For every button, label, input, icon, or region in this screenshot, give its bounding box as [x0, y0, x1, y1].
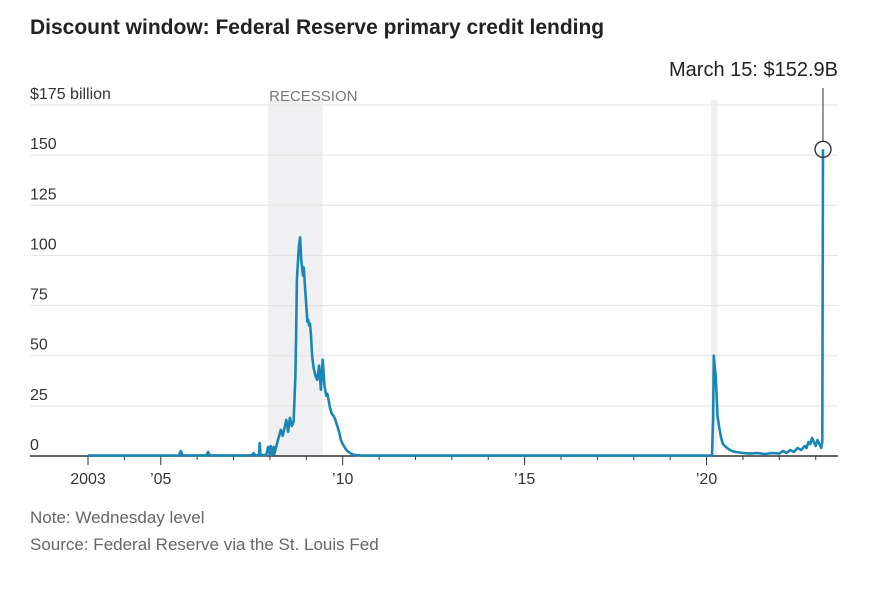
annotation-label: March 15: $152.9B — [669, 59, 838, 81]
y-tick-label: 25 — [30, 387, 48, 404]
grid-lines — [30, 104, 838, 407]
chart-note: Note: Wednesday level — [30, 508, 205, 527]
annotation: March 15: $152.9B — [669, 59, 838, 159]
x-tick-label: 2003 — [70, 471, 106, 488]
recession-shading: RECESSION — [268, 88, 718, 456]
x-tick-label: ’20 — [696, 471, 717, 488]
x-axis: 2003 ’05 ’10 ’15 ’20 — [30, 455, 838, 488]
chart-canvas: RECESSION 0 25 50 75 100 125 150 $175 billion 2… — [30, 59, 838, 488]
y-tick-label: 150 — [30, 136, 57, 153]
recession-label: RECESSION — [269, 88, 357, 105]
series-line — [88, 149, 825, 457]
chart-title: Discount window: Federal Reserve primary… — [30, 16, 605, 39]
recession-band — [710, 100, 718, 456]
annotation-circle — [814, 140, 832, 159]
x-tick-label: ’15 — [514, 471, 535, 488]
y-tick-label: 75 — [30, 287, 48, 304]
x-tick-label: ’10 — [332, 471, 353, 488]
y-tick-label: 50 — [30, 337, 48, 354]
y-axis-labels: 0 25 50 75 100 125 150 $175 billion — [30, 86, 111, 454]
chart-source: Source: Federal Reserve via the St. Loui… — [30, 535, 379, 554]
x-tick-label: ’05 — [150, 471, 171, 488]
y-tick-label: $175 billion — [30, 86, 111, 103]
y-tick-label: 125 — [30, 186, 57, 203]
y-tick-label: 100 — [30, 236, 57, 253]
series-layer — [88, 149, 825, 457]
y-tick-label: 0 — [30, 437, 39, 454]
